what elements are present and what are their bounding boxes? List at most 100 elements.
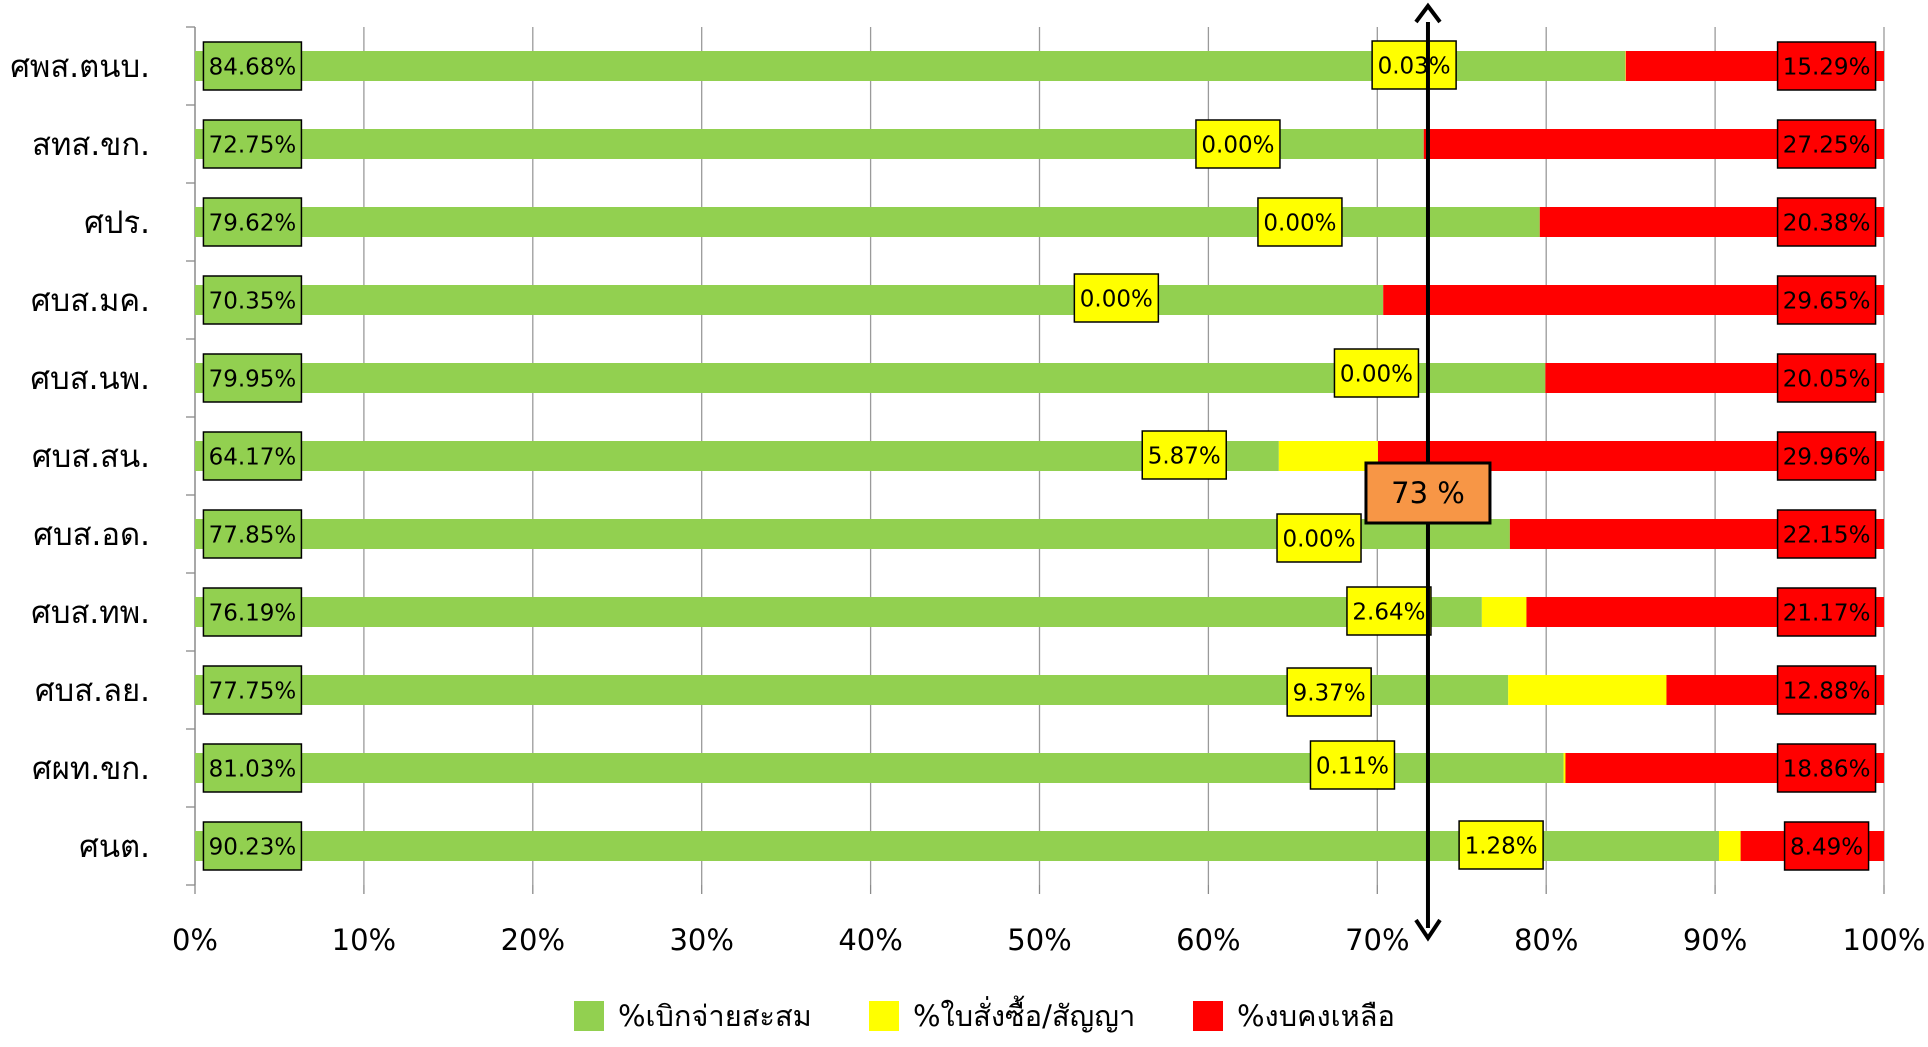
contract-data-label-box	[1309, 740, 1396, 790]
legend-swatch	[869, 1001, 899, 1031]
contract-data-label: 0.03%	[1378, 54, 1451, 80]
x-tick-label: 40%	[838, 923, 902, 957]
x-tick-label: 0%	[172, 923, 218, 957]
remaining-data-label: 20.05%	[1783, 367, 1871, 393]
contract-data-label-box	[1141, 430, 1227, 480]
completed-data-label-box	[202, 743, 303, 793]
category-label: ศบส.ทพ.	[31, 595, 150, 631]
category-label: ศผท.ขก.	[32, 751, 150, 787]
completed-data-label-box	[202, 821, 303, 871]
completed-data-label: 64.17%	[209, 445, 297, 471]
completed-data-label: 81.03%	[209, 757, 297, 783]
legend-item-remaining: %งบคงเหลือ	[1237, 999, 1395, 1033]
contract-data-label: 9.37%	[1293, 681, 1366, 707]
legend-swatch	[574, 1001, 604, 1031]
target-label-box	[1364, 461, 1492, 525]
remaining-data-label: 29.96%	[1783, 445, 1871, 471]
category-label: ศบส.นพ.	[30, 361, 150, 397]
contract-data-label: 0.00%	[1282, 527, 1355, 553]
x-tick-label: 90%	[1683, 923, 1747, 957]
contract-data-label-box	[1371, 40, 1457, 90]
contract-data-label: 0.11%	[1316, 754, 1389, 780]
contract-data-label-box	[1276, 513, 1362, 563]
contract-data-label: 0.00%	[1263, 211, 1336, 237]
remaining-data-label-box	[1776, 431, 1877, 481]
contract-data-label: 0.00%	[1340, 362, 1413, 388]
remaining-data-label-box	[1776, 41, 1877, 91]
completed-data-label: 72.75%	[209, 133, 297, 159]
contract-data-label-box	[1257, 197, 1343, 247]
completed-data-label-box	[202, 353, 303, 403]
completed-segment	[195, 597, 1482, 627]
completed-segment	[195, 285, 1384, 315]
completed-data-label: 77.75%	[209, 679, 297, 705]
contract-segment	[1563, 753, 1566, 783]
remaining-data-label-box	[1776, 197, 1877, 247]
completed-segment	[195, 441, 1279, 471]
completed-data-label: 70.35%	[209, 289, 297, 315]
remaining-data-label-box	[1776, 275, 1877, 325]
contract-data-label-box	[1333, 348, 1420, 398]
remaining-data-label: 20.38%	[1783, 211, 1871, 237]
completed-data-label-box	[202, 587, 303, 637]
contract-data-label: 0.00%	[1080, 287, 1153, 313]
x-tick-label: 50%	[1007, 923, 1071, 957]
contract-data-label: 5.87%	[1148, 444, 1221, 470]
category-label: ศบส.ลย.	[35, 673, 150, 709]
contract-data-label: 2.64%	[1352, 600, 1425, 626]
completed-data-label-box	[202, 665, 303, 715]
category-label: ศพส.ตนบ.	[10, 49, 150, 85]
completed-data-label-box	[202, 509, 303, 559]
remaining-data-label: 12.88%	[1783, 679, 1871, 705]
x-tick-label: 10%	[332, 923, 396, 957]
remaining-data-label-box	[1776, 353, 1877, 403]
target-label: 73 %	[1391, 476, 1465, 510]
contract-data-label-box	[1286, 667, 1372, 717]
remaining-data-label: 29.65%	[1783, 289, 1871, 315]
completed-data-label: 84.68%	[209, 55, 297, 81]
category-label: ศบส.อด.	[33, 517, 150, 553]
category-label: ศบส.สน.	[32, 439, 150, 475]
legend-item-completed: %เบิกจ่ายสะสม	[618, 999, 812, 1033]
completed-data-label-box	[202, 275, 303, 325]
category-label: สทส.ขก.	[32, 127, 150, 163]
remaining-data-label-box	[1783, 821, 1870, 871]
contract-data-label: 1.28%	[1465, 834, 1538, 860]
remaining-data-label: 18.86%	[1783, 757, 1871, 783]
contract-segment	[1718, 831, 1741, 861]
completed-data-label: 90.23%	[209, 835, 297, 861]
remaining-data-label: 21.17%	[1783, 601, 1871, 627]
contract-data-label: 0.00%	[1201, 133, 1274, 159]
contract-data-label-box	[1073, 273, 1160, 323]
remaining-data-label-box	[1776, 587, 1877, 637]
x-tick-label: 60%	[1176, 923, 1240, 957]
remaining-data-label: 15.29%	[1783, 55, 1871, 81]
remaining-data-label-box	[1776, 665, 1877, 715]
contract-segment	[1625, 51, 1626, 81]
legend-item-contract: %ใบสั่งซื้อ/สัญญา	[913, 995, 1135, 1033]
contract-segment	[1508, 675, 1667, 705]
x-tick-label: 70%	[1345, 923, 1409, 957]
completed-data-label-box	[202, 431, 303, 481]
remaining-data-label-box	[1776, 119, 1877, 169]
category-label: ศบส.มค.	[31, 283, 150, 319]
contract-data-label-box	[1346, 586, 1432, 636]
completed-data-label: 79.95%	[209, 367, 297, 393]
arrowhead-down-icon	[1414, 918, 1442, 942]
x-tick-label: 80%	[1514, 923, 1578, 957]
remaining-data-label-box	[1776, 743, 1877, 793]
completed-data-label-box	[202, 41, 303, 91]
completed-data-label-box	[202, 119, 303, 169]
remaining-data-label: 8.49%	[1790, 835, 1863, 861]
arrowhead-up-icon	[1414, 2, 1442, 24]
category-label: ศปร.	[84, 205, 150, 241]
completed-data-label: 79.62%	[209, 211, 297, 237]
remaining-data-label: 22.15%	[1783, 523, 1871, 549]
legend-swatch	[1193, 1001, 1223, 1031]
contract-data-label-box	[1458, 820, 1544, 870]
x-tick-label: 30%	[669, 923, 733, 957]
completed-data-label: 77.85%	[209, 523, 297, 549]
x-tick-label: 20%	[501, 923, 565, 957]
